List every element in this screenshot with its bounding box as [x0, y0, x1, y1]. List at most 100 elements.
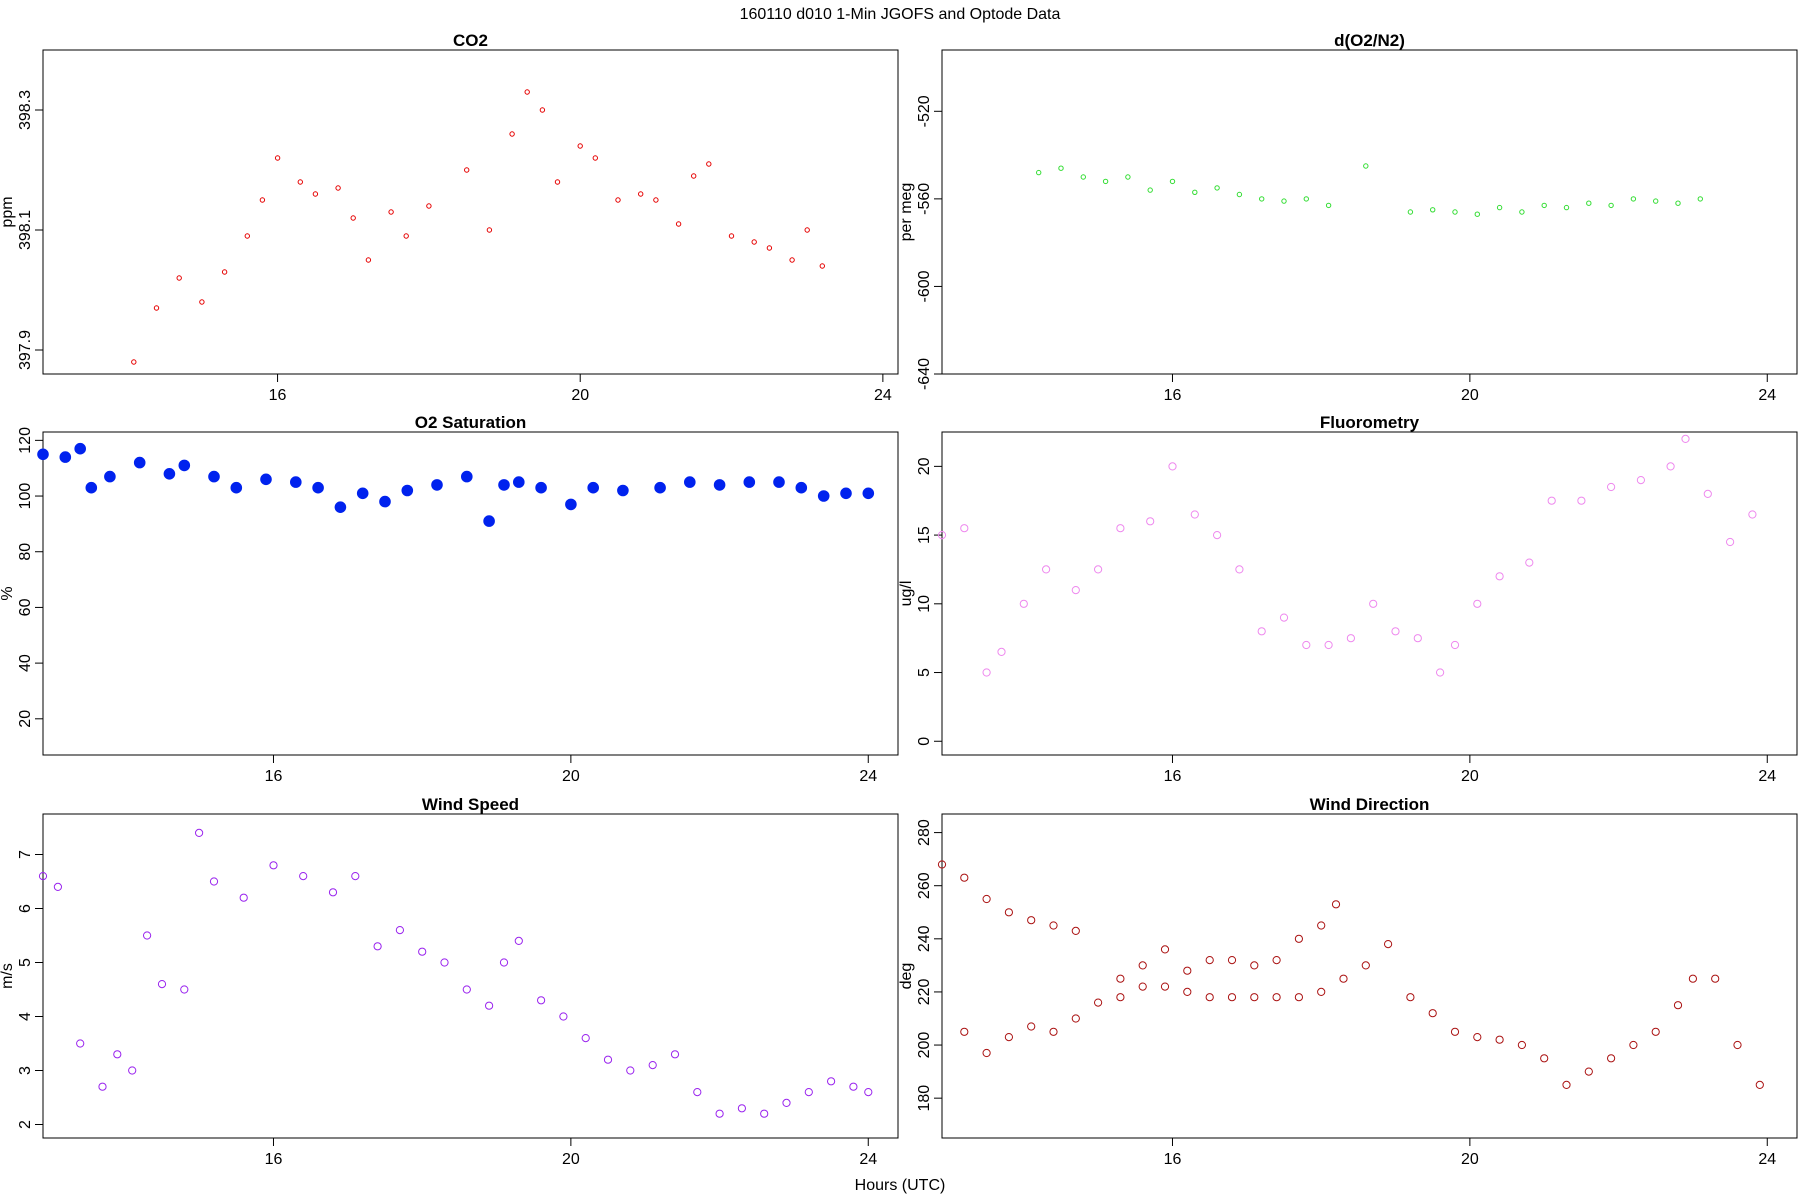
data-point: [1049, 921, 1058, 930]
data-point: [789, 257, 795, 263]
data-point: [1673, 1001, 1683, 1010]
data-point: [1027, 916, 1036, 925]
y-tick-label: -600: [916, 270, 933, 302]
data-point: [1116, 993, 1125, 1002]
data-point: [1495, 1035, 1504, 1044]
data-point: [1205, 993, 1214, 1002]
data-point: [259, 197, 266, 203]
y-tick-label: 60: [17, 598, 34, 616]
plot-frame: [42, 49, 899, 375]
data-point: [1027, 1022, 1036, 1031]
data-point: [743, 476, 756, 488]
data-point: [1540, 1054, 1549, 1063]
data-point: [1058, 165, 1064, 171]
data-point: [312, 481, 324, 494]
data-point: [498, 479, 510, 491]
data-point: [1363, 163, 1369, 169]
y-tick-label: 20: [17, 710, 34, 728]
data-point: [1697, 196, 1704, 202]
data-point: [1525, 558, 1534, 567]
data-point: [577, 143, 583, 149]
data-point: [684, 476, 696, 488]
data-point: [1748, 510, 1757, 519]
data-point: [486, 227, 493, 233]
data-point: [1147, 187, 1153, 193]
data-point: [133, 456, 146, 469]
data-point: [1183, 966, 1192, 975]
data-point: [592, 155, 598, 161]
data-point: [1071, 586, 1080, 595]
data-point: [1361, 961, 1370, 970]
data-point: [1369, 599, 1378, 608]
data-point: [431, 479, 443, 491]
data-point: [131, 359, 137, 365]
data-point: [693, 1088, 702, 1097]
data-point: [462, 985, 471, 994]
data-point: [388, 209, 394, 215]
y-tick-label: 397.9: [17, 330, 34, 370]
data-point: [514, 936, 523, 946]
x-tick-label: 16: [269, 387, 287, 404]
y-tick-label: 220: [916, 978, 933, 1005]
y-axis-label: %: [0, 586, 16, 600]
data-point: [862, 487, 875, 500]
y-tick-label: 0: [916, 737, 933, 746]
data-point: [1294, 993, 1304, 1002]
data-point: [1339, 974, 1348, 983]
data-point: [1192, 189, 1198, 196]
data-point: [239, 893, 248, 902]
data-point: [59, 451, 72, 463]
data-point: [1495, 572, 1504, 581]
data-point: [395, 926, 404, 935]
data-point: [587, 481, 600, 494]
x-tick-label: 20: [1461, 387, 1479, 404]
data-point: [1450, 1027, 1460, 1036]
data-point: [554, 179, 561, 185]
data-point: [485, 1001, 494, 1010]
data-point: [773, 476, 785, 488]
data-point: [356, 487, 369, 500]
panel-title: Wind Direction: [1310, 795, 1430, 814]
data-point: [1496, 204, 1503, 211]
data-point: [274, 155, 281, 161]
data-point: [960, 1027, 969, 1036]
y-tick-label: 6: [17, 904, 34, 913]
plot-frame: [941, 813, 1798, 1139]
data-point: [1303, 196, 1310, 202]
data-point: [230, 481, 243, 494]
y-axis-label: m/s: [0, 963, 16, 989]
data-point: [817, 490, 830, 502]
data-point: [1755, 1080, 1764, 1090]
data-point: [113, 1050, 122, 1059]
data-point: [1094, 565, 1103, 574]
data-point: [195, 828, 204, 838]
plot-frame: [42, 431, 899, 756]
data-point: [760, 1109, 769, 1118]
data-point: [864, 1088, 873, 1097]
y-tick-label: 100: [17, 483, 34, 510]
panel-title: d(O2/N2): [1334, 31, 1405, 50]
data-point: [1116, 524, 1125, 533]
chart-panel-wspd: Wind Speed 16 20 24 2 3 4 5 6 7 m/s: [0, 795, 899, 1168]
data-point: [715, 1109, 724, 1118]
data-point: [1138, 961, 1147, 970]
data-point: [208, 470, 220, 483]
data-point: [260, 473, 272, 486]
y-axis-label: ppm: [0, 196, 16, 227]
data-point: [670, 1050, 680, 1059]
data-point: [1160, 982, 1170, 991]
data-point: [1281, 198, 1287, 204]
data-point: [1036, 169, 1042, 176]
x-tick-label: 24: [859, 1151, 877, 1168]
data-point: [1272, 956, 1281, 965]
data-point: [706, 161, 712, 167]
data-point: [937, 531, 947, 540]
data-point: [299, 872, 308, 881]
data-point: [982, 668, 991, 677]
data-point: [751, 239, 757, 245]
data-point: [539, 107, 546, 113]
data-point: [1250, 961, 1259, 970]
data-point: [1733, 1040, 1742, 1050]
data-point: [403, 233, 409, 239]
data-point: [1272, 993, 1281, 1002]
